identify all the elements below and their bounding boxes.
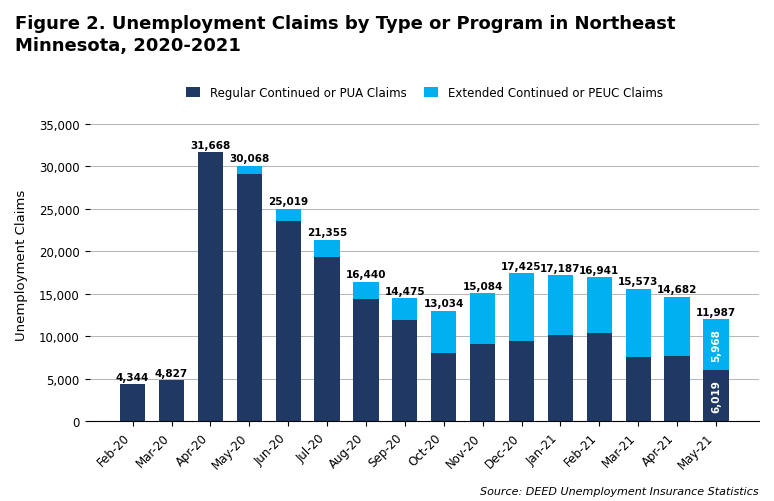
- Bar: [237, 166, 262, 175]
- Text: 31,668: 31,668: [190, 140, 231, 150]
- Bar: [664, 297, 690, 356]
- Text: 17,187: 17,187: [540, 263, 580, 273]
- Text: 15,573: 15,573: [618, 277, 659, 287]
- Bar: [276, 222, 301, 421]
- Bar: [470, 344, 495, 421]
- Bar: [392, 299, 417, 320]
- Bar: [625, 357, 651, 421]
- Text: 16,941: 16,941: [579, 266, 619, 275]
- Bar: [198, 153, 223, 421]
- Bar: [120, 385, 146, 421]
- Bar: [509, 274, 534, 342]
- Text: Source: DEED Unemployment Insurance Statistics: Source: DEED Unemployment Insurance Stat…: [480, 486, 759, 496]
- Text: 5,968: 5,968: [711, 329, 721, 362]
- Text: 13,034: 13,034: [423, 299, 464, 309]
- Text: 15,084: 15,084: [462, 281, 503, 291]
- Bar: [509, 342, 534, 421]
- Text: 4,827: 4,827: [155, 368, 188, 378]
- Text: 4,344: 4,344: [116, 372, 149, 382]
- Bar: [664, 356, 690, 421]
- Bar: [392, 320, 417, 421]
- Legend: Regular Continued or PUA Claims, Extended Continued or PEUC Claims: Regular Continued or PUA Claims, Extende…: [181, 82, 667, 105]
- Text: 16,440: 16,440: [346, 270, 386, 280]
- Text: 6,019: 6,019: [711, 380, 721, 412]
- Text: 17,425: 17,425: [502, 261, 542, 271]
- Text: 14,682: 14,682: [657, 285, 697, 295]
- Bar: [704, 320, 728, 370]
- Bar: [548, 335, 573, 421]
- Text: Figure 2. Unemployment Claims by Type or Program in Northeast
Minnesota, 2020-20: Figure 2. Unemployment Claims by Type or…: [15, 15, 676, 55]
- Text: 30,068: 30,068: [229, 154, 269, 164]
- Bar: [431, 353, 457, 421]
- Bar: [353, 282, 378, 299]
- Text: 14,475: 14,475: [385, 286, 425, 296]
- Bar: [470, 294, 495, 344]
- Bar: [587, 278, 612, 333]
- Bar: [276, 209, 301, 222]
- Bar: [159, 380, 184, 421]
- Y-axis label: Unemployment Claims: Unemployment Claims: [15, 189, 28, 340]
- Bar: [625, 290, 651, 357]
- Text: 21,355: 21,355: [307, 228, 348, 238]
- Bar: [314, 240, 340, 258]
- Bar: [314, 258, 340, 421]
- Text: 25,019: 25,019: [268, 197, 308, 207]
- Bar: [587, 333, 612, 421]
- Bar: [548, 276, 573, 335]
- Bar: [704, 370, 728, 421]
- Bar: [237, 175, 262, 421]
- Bar: [353, 299, 378, 421]
- Bar: [431, 311, 457, 353]
- Text: 11,987: 11,987: [696, 307, 736, 317]
